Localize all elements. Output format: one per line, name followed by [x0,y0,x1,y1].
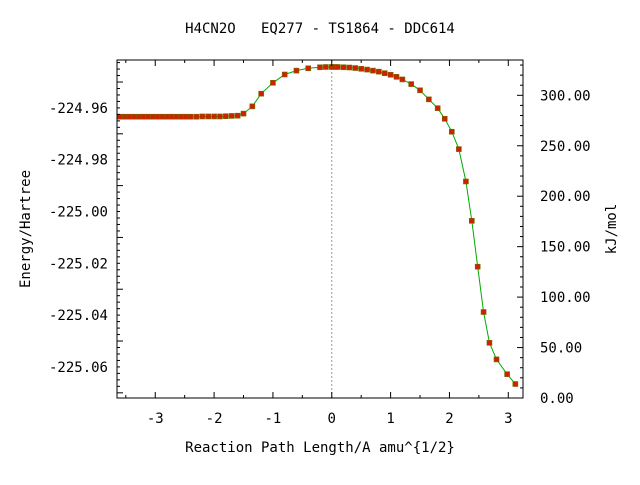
x-tick-label: -3 [147,411,164,427]
data-point [205,113,211,120]
data-point [217,113,223,120]
data-point [135,113,142,120]
data-point [408,81,415,87]
data-point [223,113,229,119]
data-point [504,371,510,377]
data-point [486,340,493,346]
x-tick-label: 3 [504,411,512,427]
data-point [126,113,133,120]
data-point [323,64,329,70]
data-point [426,96,432,103]
data-point [293,67,300,74]
data-point [117,113,123,120]
x-tick-label: 2 [445,411,453,427]
data-point [211,113,217,120]
data-point [187,113,194,120]
data-point [448,128,455,135]
data-point [159,113,166,120]
y-tick-label: -225.06 [49,360,108,376]
y2-axis-label: kJ/mol [604,204,620,255]
data-point [131,113,137,120]
y2-tick-label: 100.00 [540,290,591,306]
data-point [173,113,180,120]
data-point [417,87,423,94]
data-point [258,90,264,97]
data-point [178,113,184,120]
data-point [305,65,312,72]
plot-frame [116,59,524,399]
y-axis-left: -224.96 -224.98 -225.00 -225.02 -225.04 -225.… [49,62,123,394]
data-point [154,113,161,120]
data-point [393,74,400,80]
y2-tick-label: 250.00 [540,139,591,155]
x-tick-label: -2 [206,411,223,427]
data-point [249,103,256,110]
y2-tick-label: 150.00 [540,240,591,256]
data-point [164,113,170,120]
data-point [399,76,406,83]
data-point [480,309,487,315]
x-axis-label: Reaction Path Length/A amu^{1/2} [185,440,455,456]
y-axis-label: Energy/Hartree [18,170,34,288]
data-point [145,113,151,120]
x-tick-label: -1 [264,411,281,427]
data-point [183,113,189,120]
data-point [474,263,481,270]
data-point [199,113,206,120]
data-point [358,66,364,72]
data-point [228,113,235,119]
data-point [381,70,388,77]
data-point [370,67,376,74]
data-point [463,178,469,185]
data-point [346,64,353,71]
data-point [469,218,475,224]
y-axis-right: 0.00 50.00 100.00 150.00 200.00 250.00 300.00 [517,64,591,407]
y2-tick-label: 300.00 [540,88,591,104]
y-tick-label: -225.04 [49,308,108,324]
y-tick-label: -224.98 [49,153,108,169]
x-tick-label: 1 [386,411,394,427]
data-point [340,64,347,71]
data-point [434,105,441,111]
y2-tick-label: 200.00 [540,189,591,205]
chart-title: H4CN2O EQ277 - TS1864 - DDC614 [185,21,455,37]
data-point [376,68,382,75]
y2-tick-label: 50.00 [540,341,582,357]
data-points-layer [117,64,519,387]
data-point [140,113,147,120]
data-point [193,113,200,120]
data-point [441,115,448,122]
y-tick-label: -224.96 [49,101,108,117]
data-point [281,71,288,78]
y-tick-label: -225.00 [49,205,108,221]
data-point [387,71,394,78]
data-point [240,110,247,117]
data-point [317,64,323,71]
data-point [121,113,128,120]
data-point [493,356,500,363]
x-axis: -3 -2 -1 0 1 2 3 [125,60,513,427]
data-point [456,146,462,152]
data-point [512,381,519,387]
data-point [334,64,341,70]
data-point [364,66,370,73]
data-point [270,79,276,86]
data-point [150,113,156,120]
data-point [168,113,175,120]
y-tick-label: -225.02 [49,256,108,272]
data-point [234,112,241,119]
data-point [352,65,359,71]
x-tick-label: 0 [328,411,336,427]
y2-tick-label: 0.00 [540,391,574,407]
